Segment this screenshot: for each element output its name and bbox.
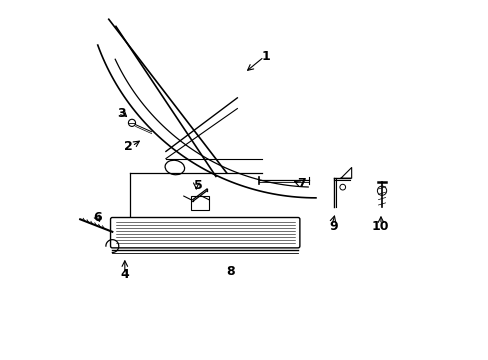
Text: 8: 8 (225, 265, 234, 278)
Text: 9: 9 (329, 220, 337, 233)
Text: 4: 4 (120, 268, 129, 281)
Text: 5: 5 (193, 179, 202, 192)
Text: 3: 3 (117, 107, 125, 120)
Text: 10: 10 (371, 220, 388, 233)
Text: 2: 2 (124, 140, 133, 153)
Text: 1: 1 (261, 50, 270, 63)
Text: 6: 6 (94, 211, 102, 224)
Bar (190, 196, 208, 210)
Text: 7: 7 (297, 177, 305, 190)
